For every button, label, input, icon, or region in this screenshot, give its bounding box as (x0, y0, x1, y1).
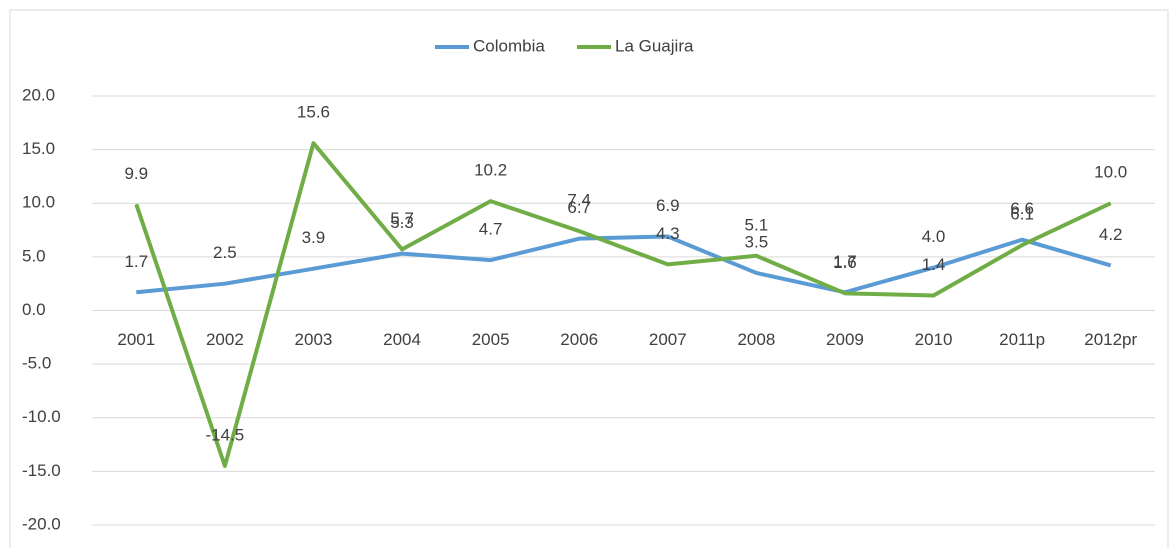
y-tick-label: -20.0 (22, 514, 61, 533)
x-tick-label: 2005 (472, 330, 510, 349)
series-line (134, 141, 1112, 469)
y-tick-label: 10.0 (22, 193, 55, 212)
legend-label: La Guajira (615, 36, 694, 55)
y-tick-label: -10.0 (22, 407, 61, 426)
data-label: 6.7 (567, 198, 591, 217)
data-label: 6.9 (656, 196, 680, 215)
x-tick-label: 2012pr (1084, 330, 1137, 349)
data-label: 5.3 (390, 213, 414, 232)
data-label: 10.0 (1094, 163, 1127, 182)
x-tick-label: 2007 (649, 330, 687, 349)
x-tick-label: 2011p (999, 330, 1045, 349)
data-label: 15.6 (297, 103, 330, 122)
legend-label: Colombia (473, 36, 545, 55)
y-tick-label: 0.0 (22, 300, 46, 319)
y-tick-label: 15.0 (22, 139, 55, 158)
x-tick-label: 2006 (560, 330, 598, 349)
data-label: 1.4 (922, 255, 946, 274)
data-label: 4.7 (479, 220, 503, 239)
data-label: 4.0 (922, 227, 946, 246)
y-tick-label: 5.0 (22, 246, 46, 265)
y-tick-label: -15.0 (22, 461, 61, 480)
data-label: 1.7 (833, 252, 857, 271)
series-line (136, 234, 1112, 295)
data-label: 6.1 (1010, 205, 1034, 224)
x-tick-label: 2010 (915, 330, 953, 349)
data-label: -14.5 (206, 425, 245, 444)
y-tick-label: 20.0 (22, 85, 55, 104)
data-label: 7.4 (567, 191, 591, 210)
data-label: 1.7 (124, 252, 148, 271)
data-label: 4.2 (1099, 225, 1123, 244)
y-tick-label: -5.0 (22, 354, 51, 373)
data-label: 1.6 (833, 253, 857, 272)
x-tick-label: 2002 (206, 330, 244, 349)
data-label: 2.5 (213, 243, 237, 262)
data-label: 4.3 (656, 224, 680, 243)
data-label: 6.6 (1010, 199, 1034, 218)
x-tick-label: 2003 (295, 330, 333, 349)
data-label: 10.2 (474, 161, 507, 180)
data-label: 3.9 (302, 228, 326, 247)
x-tick-label: 2004 (383, 330, 421, 349)
chart-border (9, 9, 1169, 548)
x-tick-label: 2008 (737, 330, 775, 349)
x-tick-label: 2001 (117, 330, 155, 349)
data-label: 5.1 (745, 215, 769, 234)
data-label: 3.5 (745, 232, 769, 251)
x-tick-label: 2009 (826, 330, 864, 349)
data-label: 5.7 (390, 209, 414, 228)
data-label: 9.9 (124, 164, 148, 183)
